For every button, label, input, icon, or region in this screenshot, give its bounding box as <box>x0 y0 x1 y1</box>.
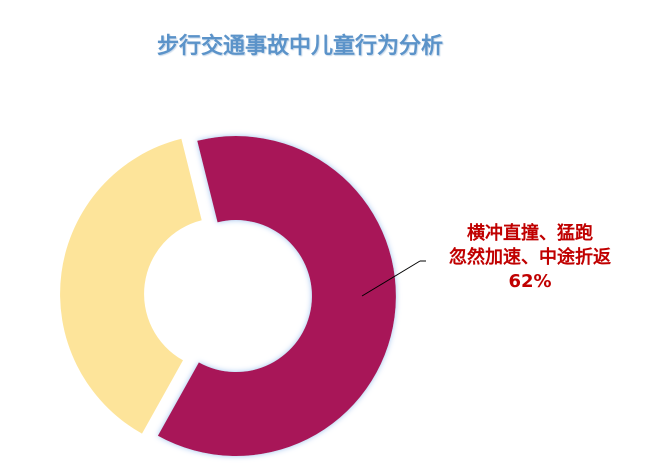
slice-label: 横冲直撞、猛跑 忽然加速、中途折返 62% <box>430 222 630 294</box>
donut-slice-0 <box>157 136 396 457</box>
chart-title: 步行交通事故中儿童行为分析 <box>156 34 443 59</box>
slice-label-line-2: 忽然加速、中途折返 <box>449 247 611 268</box>
donut-slice-1 <box>60 138 202 434</box>
slice-label-line-1: 横冲直撞、猛跑 <box>467 223 593 244</box>
leader-line <box>361 260 421 297</box>
slice-value-label: 62% <box>508 271 552 292</box>
